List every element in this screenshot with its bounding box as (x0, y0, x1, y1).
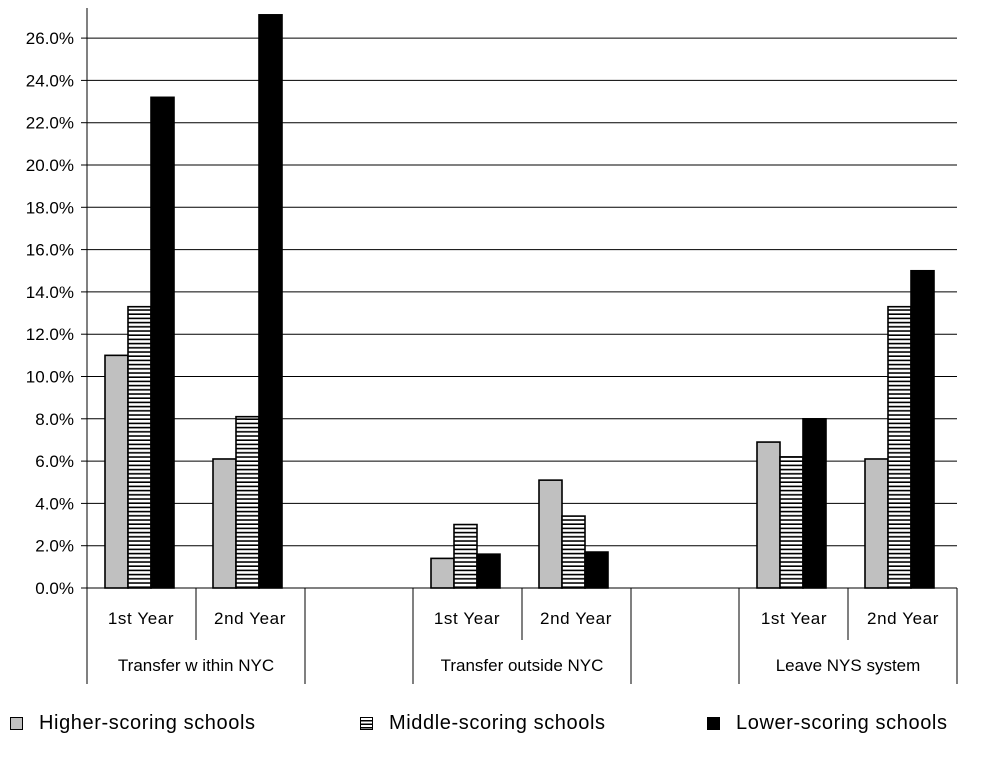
bar-higher-scoring (104, 354, 129, 589)
bar-middle-scoring (561, 515, 586, 589)
bar-higher-scoring (212, 458, 237, 589)
bar-lower-scoring (150, 96, 175, 589)
legend: Higher-scoring schools Middle-scoring sc… (0, 712, 1002, 752)
y-tick-label: 22.0% (26, 114, 74, 133)
x-subcategory-label: 1st Year (108, 609, 174, 628)
y-tick-label: 2.0% (35, 537, 74, 556)
bar-lower-scoring (802, 417, 827, 589)
y-tick-label: 16.0% (26, 241, 74, 260)
y-tick-label: 26.0% (26, 29, 74, 48)
x-subcategory-label: 2nd Year (214, 609, 286, 628)
y-tick-label: 4.0% (35, 494, 74, 513)
bar-middle-scoring (127, 305, 152, 589)
bar-lower-scoring (476, 553, 501, 589)
x-group-label: Leave NYS system (776, 656, 921, 675)
y-tick-label: 24.0% (26, 71, 74, 90)
legend-swatch-middle (360, 717, 373, 730)
x-subcategory-label: 2nd Year (540, 609, 612, 628)
bar-higher-scoring (864, 458, 889, 589)
y-tick-label: 20.0% (26, 156, 74, 175)
legend-swatch-higher (10, 717, 23, 730)
bar-higher-scoring (756, 441, 781, 589)
y-tick-label: 10.0% (26, 368, 74, 387)
bar-lower-scoring (258, 14, 283, 589)
legend-item-middle: Middle-scoring schools (360, 712, 606, 735)
bar-middle-scoring (887, 305, 912, 589)
legend-item-lower: Lower-scoring schools (707, 712, 948, 735)
x-subcategory-label: 1st Year (434, 609, 500, 628)
legend-swatch-lower (707, 717, 720, 730)
bar-lower-scoring (584, 551, 609, 589)
y-tick-label: 12.0% (26, 325, 74, 344)
legend-item-higher: Higher-scoring schools (10, 712, 256, 735)
y-tick-label: 0.0% (35, 579, 74, 598)
bar-higher-scoring (538, 479, 563, 589)
x-subcategory-label: 2nd Year (867, 609, 939, 628)
y-tick-label: 8.0% (35, 410, 74, 429)
y-tick-label: 18.0% (26, 198, 74, 217)
legend-label-lower: Lower-scoring schools (736, 712, 948, 734)
bar-chart: 0.0% 2.0% 4.0% 6.0% 8.0% 10.0% 12.0% 14.0% 16.0%… (26, 8, 958, 684)
bar-middle-scoring (779, 456, 804, 589)
x-subcategory-label: 1st Year (761, 609, 827, 628)
y-tick-label: 6.0% (35, 452, 74, 471)
y-tick-label: 14.0% (26, 283, 74, 302)
x-group-label: Transfer w ithin NYC (118, 656, 274, 675)
bar-middle-scoring (235, 415, 260, 589)
bar-middle-scoring (453, 523, 478, 589)
bar-lower-scoring (910, 269, 935, 589)
bar-higher-scoring (430, 557, 455, 589)
legend-label-higher: Higher-scoring schools (39, 712, 256, 734)
x-group-label: Transfer outside NYC (441, 656, 604, 675)
legend-label-middle: Middle-scoring schools (389, 712, 606, 734)
